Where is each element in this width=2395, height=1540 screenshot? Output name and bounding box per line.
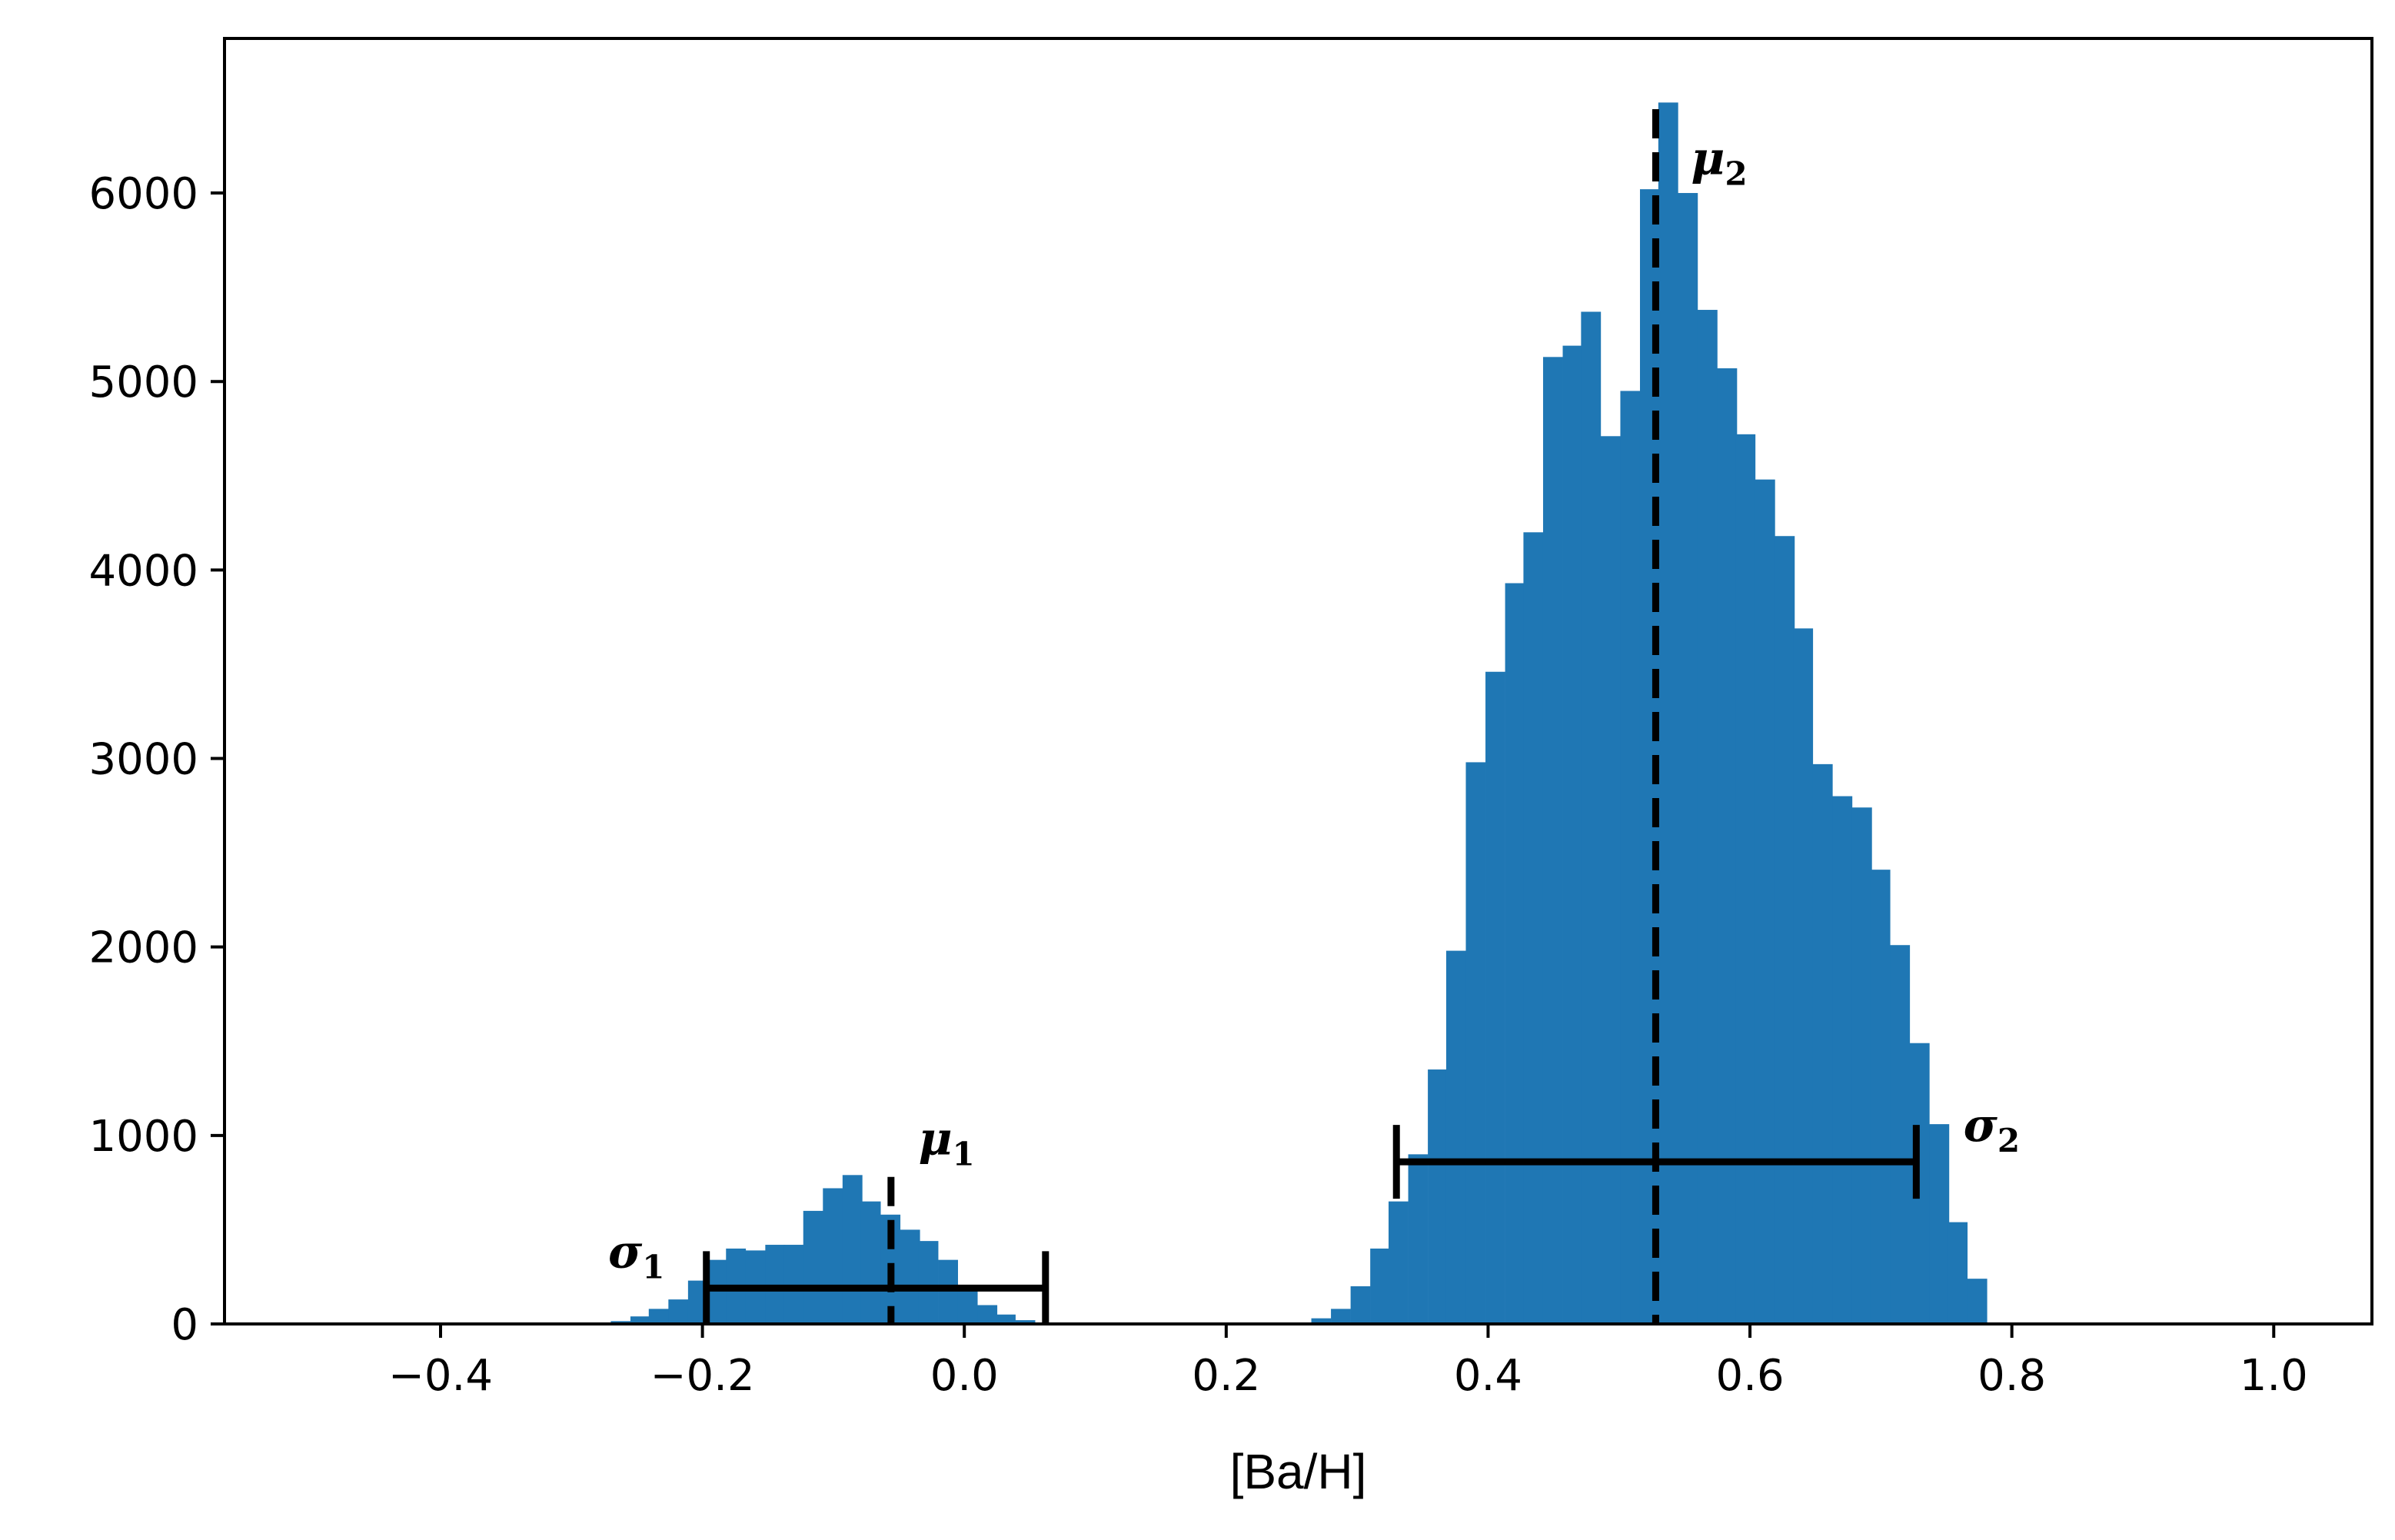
histogram-bar (648, 1309, 669, 1324)
histogram-bar (860, 1201, 881, 1324)
histogram-bar (1697, 310, 1718, 1325)
x-axis-ticks: −0.4 −0.2 0.0 0.2 0.4 0.6 0.8 1.0 (388, 1324, 2308, 1401)
histogram-bar (1581, 311, 1602, 1324)
histogram-bar (1717, 368, 1738, 1325)
histogram-bar (1620, 391, 1641, 1324)
histogram-bar (823, 1188, 843, 1324)
histogram-bar (765, 1245, 786, 1324)
histogram-bar (1428, 1069, 1448, 1324)
histogram-bar (1465, 762, 1486, 1324)
histogram-bar (1967, 1279, 1988, 1324)
spread-label: σ2 (1964, 1099, 2020, 1159)
histogram-bar (1929, 1124, 1950, 1324)
histogram-bar (1542, 357, 1563, 1325)
histogram-bar (1600, 436, 1621, 1325)
histogram-bar (1735, 434, 1756, 1325)
x-tick-label: 0.4 (1454, 1351, 1522, 1401)
annotation-overlays (703, 109, 1920, 1325)
histogram-bars (610, 102, 1988, 1325)
histogram-bar (707, 1259, 728, 1324)
histogram-bar (1408, 1154, 1429, 1324)
mean-label: μ2 (1691, 132, 1747, 193)
y-tick-label: 3000 (88, 735, 198, 785)
histogram-bar (1523, 532, 1544, 1325)
histogram-bar (938, 1259, 958, 1324)
x-tick-label: 0.2 (1192, 1351, 1260, 1401)
histogram-bar (1678, 193, 1698, 1325)
histogram-bar (1832, 796, 1853, 1324)
y-tick-label: 2000 (88, 923, 198, 973)
histogram-bar (996, 1314, 1016, 1324)
x-axis-label: [Ba/H] (1230, 1444, 1367, 1499)
histogram-bar (1331, 1309, 1351, 1324)
histogram-bar (1812, 763, 1833, 1324)
x-tick-label: 0.8 (1978, 1351, 2046, 1401)
histogram-bar (900, 1229, 920, 1324)
histogram-bar (918, 1241, 939, 1324)
x-tick-label: 1.0 (2240, 1351, 2308, 1401)
y-tick-label: 1000 (88, 1112, 198, 1162)
y-tick-label: 6000 (88, 169, 198, 219)
histogram-bar (1370, 1248, 1391, 1324)
histogram-bar (842, 1175, 863, 1324)
histogram-bar (1793, 628, 1814, 1324)
spread-label: σ1 (608, 1225, 664, 1286)
histogram-bar (1890, 945, 1911, 1324)
x-tick-label: −0.4 (388, 1351, 493, 1401)
mean-label: μ1 (919, 1112, 975, 1172)
histogram-bar (977, 1305, 998, 1324)
histogram-bar (1311, 1318, 1332, 1324)
x-tick-label: 0.0 (930, 1351, 999, 1401)
histogram-bar (1870, 870, 1891, 1324)
histogram-bar (1389, 1201, 1409, 1324)
histogram-bar (803, 1210, 823, 1324)
plot-frame (223, 37, 2373, 1325)
histogram-bar (1658, 102, 1678, 1324)
histogram-bar (1948, 1222, 1968, 1324)
histogram-bar (1505, 583, 1525, 1324)
histogram-bar (630, 1316, 650, 1324)
histogram-bar (1485, 671, 1505, 1324)
histogram-bar (1445, 950, 1466, 1324)
histogram-bar (1851, 807, 1872, 1324)
y-tick-label: 4000 (88, 546, 198, 596)
x-tick-label: −0.2 (650, 1351, 755, 1401)
annotation-labels: μ1 σ1 μ2 σ2 (608, 132, 2020, 1286)
histogram-bar (1350, 1286, 1371, 1324)
histogram-bar (1015, 1320, 1036, 1324)
histogram-bar (668, 1299, 689, 1324)
histogram-bar (1562, 345, 1583, 1324)
histogram-bar (957, 1286, 978, 1324)
histogram-bar (783, 1245, 804, 1324)
y-tick-label: 5000 (88, 358, 198, 407)
histogram-bar (1755, 479, 1775, 1324)
y-axis-ticks: 0 1000 2000 3000 4000 5000 6000 (88, 169, 225, 1350)
x-tick-label: 0.6 (1716, 1351, 1785, 1401)
y-tick-label: 0 (171, 1300, 198, 1350)
histogram-bar (1775, 536, 1795, 1324)
